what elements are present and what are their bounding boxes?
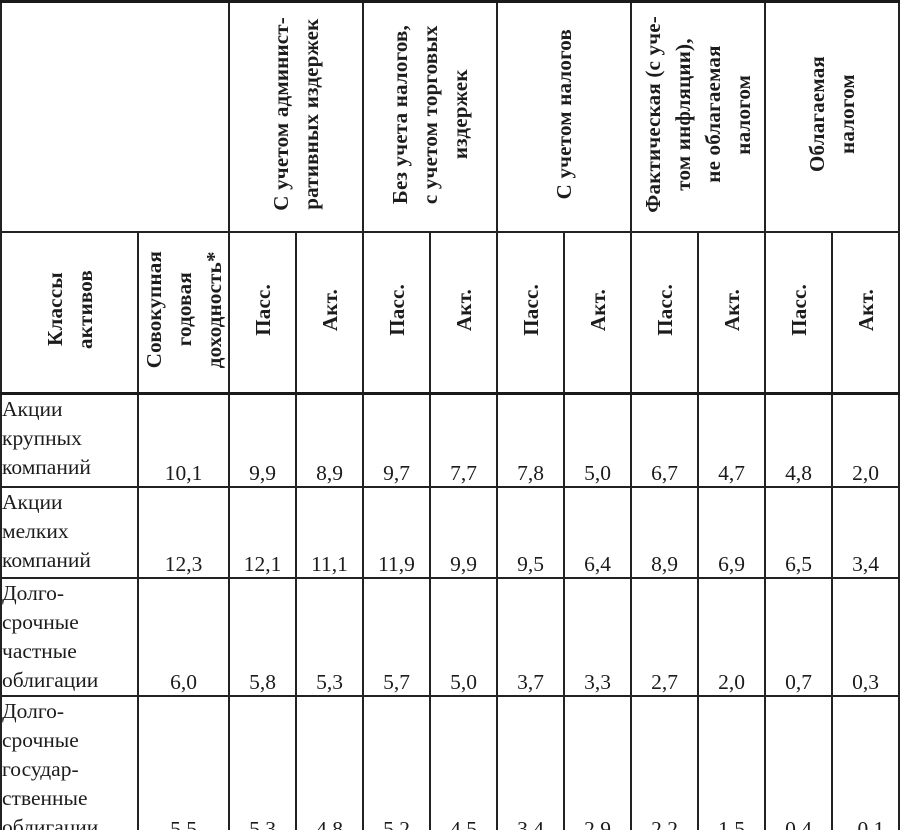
value-cell: 2,0 bbox=[831, 392, 900, 488]
value-cell: 11,9 bbox=[362, 485, 431, 579]
asset-class-label: Акции крупных компаний bbox=[0, 392, 139, 488]
value-cell: 2,9 bbox=[563, 694, 632, 830]
col-group-pretax-trading-costs: Без учета налогов, с учетом торговых изд… bbox=[362, 0, 498, 233]
value-cell: 6,5 bbox=[764, 485, 833, 579]
value-cell: 3,4 bbox=[831, 485, 900, 579]
value-cell: 5,0 bbox=[563, 392, 632, 488]
value-cell: 1,5 bbox=[697, 694, 766, 830]
value-cell: 6,0 bbox=[137, 576, 230, 697]
group-header-row: С учетом админист- ративных издержек Без… bbox=[0, 0, 900, 233]
col-group-admin-costs: С учетом админист- ративных издержек bbox=[228, 0, 364, 233]
value-cell: 6,4 bbox=[563, 485, 632, 579]
value-cell: 0,3 bbox=[831, 576, 900, 697]
value-cell: 2,2 bbox=[630, 694, 699, 830]
col-group-label: Без учета налогов, с учетом торговых изд… bbox=[388, 24, 472, 204]
col-group-label: Фактическая (с уче- том инфляции), не об… bbox=[641, 15, 755, 213]
value-cell: 9,9 bbox=[228, 392, 297, 488]
asset-class-label: Акции мелких компаний bbox=[0, 485, 139, 579]
value-cell: 9,5 bbox=[496, 485, 565, 579]
col-header-passive: Пасс. bbox=[630, 230, 699, 395]
col-header-label: Акт. bbox=[317, 288, 342, 331]
asset-class-label: Долго- срочные государ- ственные облигац… bbox=[0, 694, 139, 830]
value-cell: 7,8 bbox=[496, 392, 565, 488]
col-header-active: Акт. bbox=[831, 230, 900, 395]
col-group-real-nontaxable: Фактическая (с уче- том инфляции), не об… bbox=[630, 0, 766, 233]
value-cell: 6,9 bbox=[697, 485, 766, 579]
col-header-label: Совокупная годовая доходность* bbox=[142, 251, 226, 369]
value-cell: 6,7 bbox=[630, 392, 699, 488]
col-header-active: Акт. bbox=[429, 230, 498, 395]
value-cell: 3,4 bbox=[496, 694, 565, 830]
value-cell: 5,0 bbox=[429, 576, 498, 697]
table-row-longterm-corporate-bonds: Долго- срочные частные облигации 6,0 5,8… bbox=[0, 576, 900, 697]
value-cell: 12,3 bbox=[137, 485, 230, 579]
value-cell: 0,4 bbox=[764, 694, 833, 830]
value-cell: 9,9 bbox=[429, 485, 498, 579]
col-header-passive: Пасс. bbox=[496, 230, 565, 395]
value-cell: 5,5 bbox=[137, 694, 230, 830]
value-cell: 8,9 bbox=[295, 392, 364, 488]
col-group-label: Облагаемая налогом bbox=[805, 56, 859, 173]
col-header-total-annual-return: Совокупная годовая доходность* bbox=[137, 230, 230, 395]
value-cell: 0,7 bbox=[764, 576, 833, 697]
col-header-label: Акт. bbox=[719, 288, 744, 331]
value-cell: 5,3 bbox=[295, 576, 364, 697]
col-group-taxable: Облагаемая налогом bbox=[764, 0, 900, 233]
col-header-active: Акт. bbox=[295, 230, 364, 395]
sub-header-row: Классы активов Совокупная годовая доходн… bbox=[0, 230, 900, 395]
corner-cell bbox=[0, 0, 230, 233]
col-group-label: С учетом налогов bbox=[552, 29, 576, 200]
value-cell: 11,1 bbox=[295, 485, 364, 579]
table-row-large-cap-stocks: Акции крупных компаний 10,1 9,9 8,9 9,7 … bbox=[0, 392, 900, 488]
col-header-label: Пасс. bbox=[652, 283, 677, 336]
col-header-label: Пасс. bbox=[786, 283, 811, 336]
value-cell: 4,8 bbox=[764, 392, 833, 488]
col-header-active: Акт. bbox=[563, 230, 632, 395]
col-header-label: Акт. bbox=[853, 288, 878, 331]
value-cell: 3,3 bbox=[563, 576, 632, 697]
asset-class-label: Долго- срочные частные облигации bbox=[0, 576, 139, 697]
col-header-passive: Пасс. bbox=[362, 230, 431, 395]
table-row-longterm-government-bonds: Долго- срочные государ- ственные облигац… bbox=[0, 694, 900, 830]
value-cell: –0,1 bbox=[831, 694, 900, 830]
col-header-label: Классы активов bbox=[42, 270, 97, 350]
value-cell: 5,7 bbox=[362, 576, 431, 697]
col-group-label: С учетом админист- ративных издержек bbox=[269, 17, 323, 212]
col-header-label: Пасс. bbox=[384, 283, 409, 336]
value-cell: 4,7 bbox=[697, 392, 766, 488]
col-header-label: Пасс. bbox=[518, 283, 543, 336]
value-cell: 12,1 bbox=[228, 485, 297, 579]
col-header-asset-classes: Классы активов bbox=[0, 230, 139, 395]
value-cell: 7,7 bbox=[429, 392, 498, 488]
value-cell: 2,0 bbox=[697, 576, 766, 697]
col-header-passive: Пасс. bbox=[764, 230, 833, 395]
value-cell: 5,3 bbox=[228, 694, 297, 830]
value-cell: 8,9 bbox=[630, 485, 699, 579]
value-cell: 3,7 bbox=[496, 576, 565, 697]
value-cell: 4,5 bbox=[429, 694, 498, 830]
value-cell: 10,1 bbox=[137, 392, 230, 488]
col-header-active: Акт. bbox=[697, 230, 766, 395]
table-row-small-cap-stocks: Акции мелких компаний 12,3 12,1 11,1 11,… bbox=[0, 485, 900, 579]
value-cell: 5,2 bbox=[362, 694, 431, 830]
value-cell: 5,8 bbox=[228, 576, 297, 697]
value-cell: 4,8 bbox=[295, 694, 364, 830]
value-cell: 9,7 bbox=[362, 392, 431, 488]
col-header-label: Пасс. bbox=[250, 283, 275, 336]
col-header-label: Акт. bbox=[585, 288, 610, 331]
col-header-passive: Пасс. bbox=[228, 230, 297, 395]
value-cell: 2,7 bbox=[630, 576, 699, 697]
col-group-after-tax: С учетом налогов bbox=[496, 0, 632, 233]
col-header-label: Акт. bbox=[451, 288, 476, 331]
